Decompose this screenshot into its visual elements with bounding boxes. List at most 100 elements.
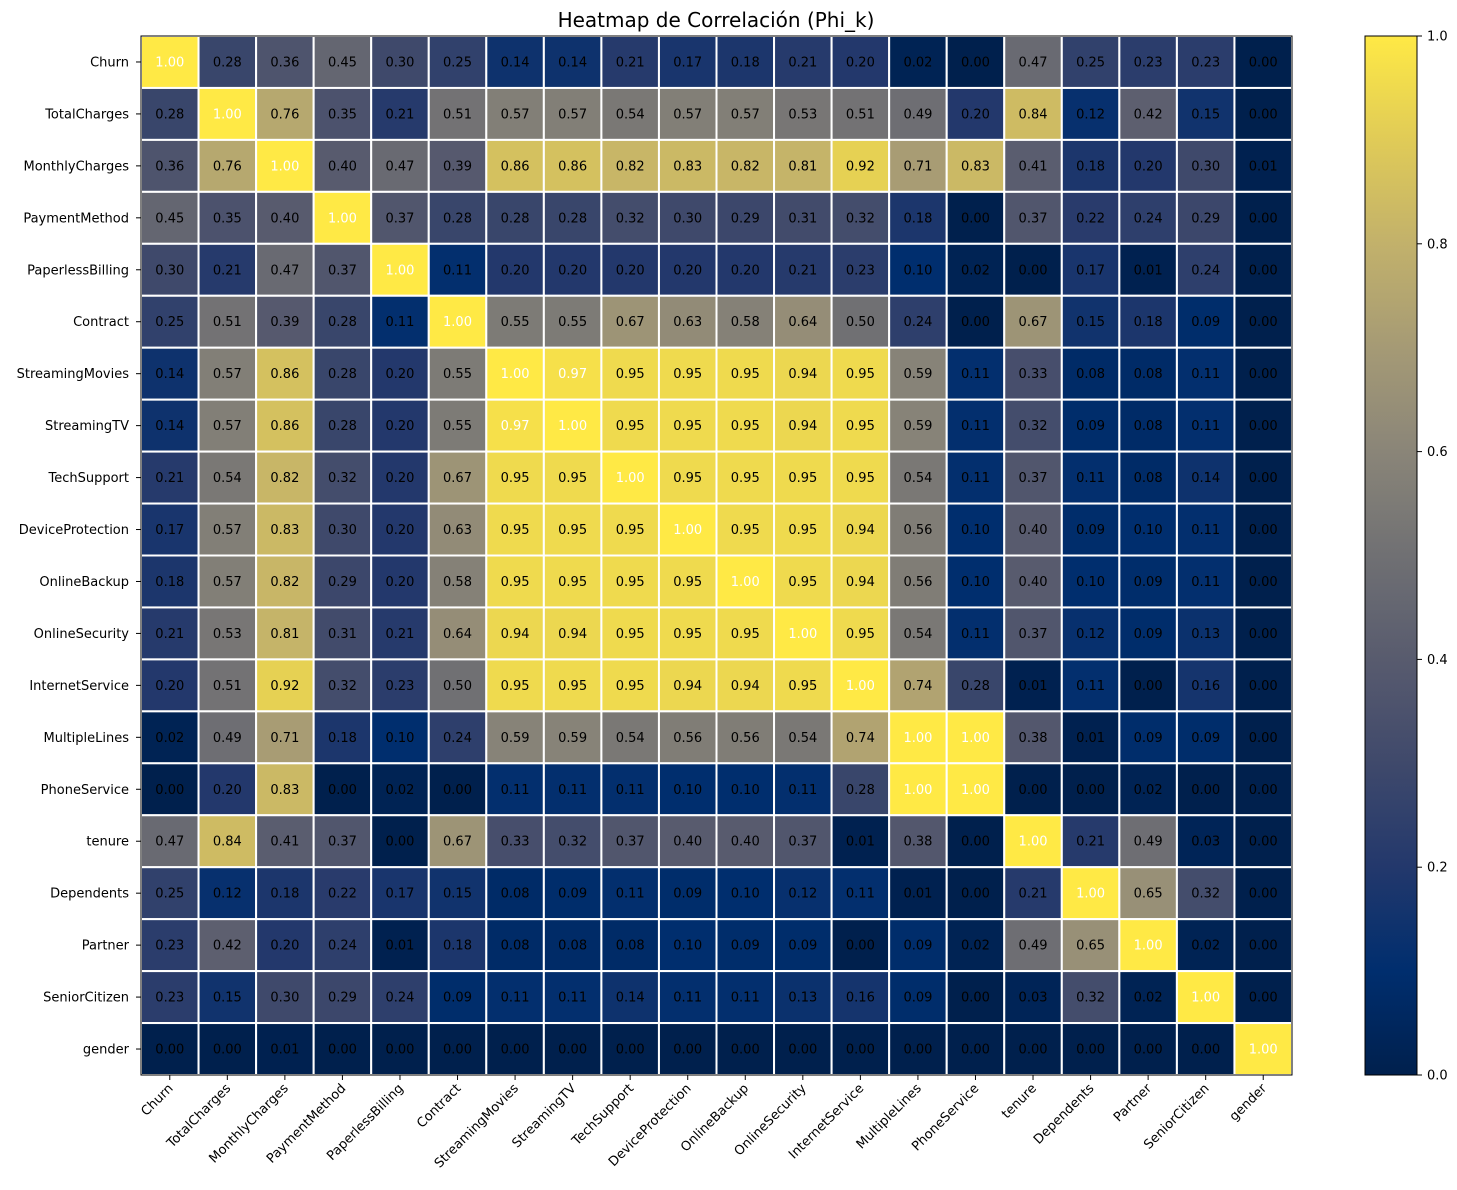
cell-value-label: 0.09 — [1076, 523, 1105, 538]
y-tick-label: Dependents — [50, 887, 129, 902]
cell-value-label: 0.32 — [846, 211, 875, 226]
x-tick-label: gender — [1227, 1081, 1271, 1125]
cell-value-label: 0.14 — [501, 55, 530, 70]
heatmap-cell — [140, 710, 200, 765]
cell-value-label: 0.00 — [846, 939, 875, 954]
cell-value-label: 0.00 — [961, 991, 990, 1006]
cell-value-label: 0.00 — [155, 1043, 184, 1058]
cell-value-label: 0.42 — [1134, 107, 1163, 122]
cell-value-label: 0.95 — [731, 419, 760, 434]
heatmap-cell — [657, 658, 718, 713]
cell-value-label: 0.45 — [328, 55, 357, 70]
cell-value-label: 0.95 — [673, 419, 702, 434]
cell-value-label: 0.21 — [155, 627, 184, 642]
y-axis-tick-labels: Churn TotalCharges MonthlyCharges PaymentMe… — [17, 55, 141, 1058]
heatmap-cell — [427, 190, 488, 245]
cell-value-label: 0.11 — [1191, 419, 1220, 434]
cell-value-label: 0.08 — [501, 939, 530, 954]
cell-value-label: 0.86 — [270, 367, 299, 382]
cell-value-label: 0.12 — [1076, 107, 1105, 122]
cell-value-label: 0.00 — [213, 1043, 242, 1058]
cell-value-label: 0.18 — [328, 731, 357, 746]
heatmap-cell — [1175, 762, 1236, 817]
heatmap-cell — [427, 658, 488, 713]
heatmap-cell — [830, 450, 891, 505]
heatmap-cell — [542, 346, 603, 401]
cell-value-label: 0.56 — [731, 731, 760, 746]
cell-value-label: 0.21 — [1019, 887, 1048, 902]
cell-value-label: 0.03 — [1019, 991, 1048, 1006]
heatmap-cell — [140, 190, 200, 245]
heatmap-cell — [600, 346, 660, 401]
cell-value-label: 0.97 — [501, 419, 530, 434]
heatmap-cell — [1175, 346, 1236, 401]
heatmap-cell — [1060, 658, 1121, 713]
cell-value-label: 0.95 — [501, 575, 530, 590]
cell-value-label: 0.94 — [788, 367, 817, 382]
y-tick-label: InternetService — [29, 679, 129, 694]
cell-value-label: 0.24 — [1134, 211, 1163, 226]
heatmap-cell — [1233, 866, 1293, 921]
heatmap-cell — [1118, 242, 1178, 297]
heatmap-cell — [485, 242, 545, 297]
cell-value-label: 0.32 — [328, 471, 357, 486]
cell-value-label: 0.94 — [788, 419, 817, 434]
heatmap-cell — [1003, 554, 1063, 609]
x-tick-label: Partner — [1111, 1081, 1155, 1125]
heatmap-cell — [1003, 35, 1063, 89]
cell-value-label: 0.29 — [1191, 211, 1220, 226]
cell-value-label: 0.30 — [155, 263, 184, 278]
cell-value-label: 1.00 — [961, 783, 990, 798]
y-tick-label: MonthlyCharges — [24, 159, 130, 174]
cell-value-label: 0.23 — [385, 679, 414, 694]
cell-value-label: 0.95 — [616, 523, 645, 538]
cell-value-label: 0.00 — [903, 1043, 932, 1058]
heatmap-cell — [1233, 658, 1293, 713]
cell-value-label: 0.95 — [673, 471, 702, 486]
cell-value-label: 0.41 — [1019, 159, 1048, 174]
cell-value-label: 0.00 — [961, 55, 990, 70]
colorbar-tick-label: 0.4 — [1427, 653, 1448, 668]
heatmap-cell — [542, 866, 603, 921]
cell-value-label: 0.02 — [961, 263, 990, 278]
cell-value-label: 0.57 — [501, 107, 530, 122]
cell-value-label: 0.71 — [270, 731, 299, 746]
cell-value-label: 0.67 — [1019, 315, 1048, 330]
cell-value-label: 0.51 — [846, 107, 875, 122]
x-tick-label: Churn — [138, 1081, 176, 1119]
cell-value-label: 1.00 — [1134, 939, 1163, 954]
cell-value-label: 0.10 — [731, 887, 760, 902]
heatmap-cell — [197, 86, 258, 141]
cell-value-label: 0.11 — [788, 783, 817, 798]
heatmap-cell — [657, 294, 718, 349]
heatmap-cell — [542, 294, 603, 349]
cell-value-label: 0.22 — [1076, 211, 1105, 226]
cell-value-label: 0.47 — [155, 835, 184, 850]
heatmap-cell — [1118, 710, 1178, 765]
cell-value-label: 0.18 — [443, 939, 472, 954]
cell-value-label: 0.25 — [155, 315, 184, 330]
cell-value-label: 0.36 — [270, 55, 299, 70]
cell-value-label: 0.08 — [1076, 367, 1105, 382]
heatmap-cell — [1118, 554, 1178, 609]
cell-value-label: 0.09 — [1076, 419, 1105, 434]
colorbar-tick-label: 0.6 — [1427, 445, 1448, 460]
cell-value-label: 1.00 — [1249, 1043, 1278, 1058]
heatmap-cell — [1118, 658, 1178, 713]
cell-value-label: 1.00 — [1019, 835, 1048, 850]
cell-value-label: 0.37 — [788, 835, 817, 850]
heatmap-cell — [197, 606, 258, 661]
cell-value-label: 0.08 — [616, 939, 645, 954]
heatmap-cell — [773, 346, 833, 401]
heatmap-cell — [370, 398, 430, 453]
plot-frame — [140, 35, 1293, 1076]
heatmap-cell — [715, 242, 776, 297]
cell-value-label: 0.28 — [213, 55, 242, 70]
heatmap-cell — [945, 866, 1006, 921]
cell-value-label: 0.57 — [731, 107, 760, 122]
heatmap-cell — [945, 242, 1006, 297]
heatmap-cell — [1003, 814, 1063, 869]
heatmap-cell — [1060, 86, 1121, 141]
cell-value-label: 0.09 — [788, 939, 817, 954]
cell-value-label: 0.28 — [443, 211, 472, 226]
